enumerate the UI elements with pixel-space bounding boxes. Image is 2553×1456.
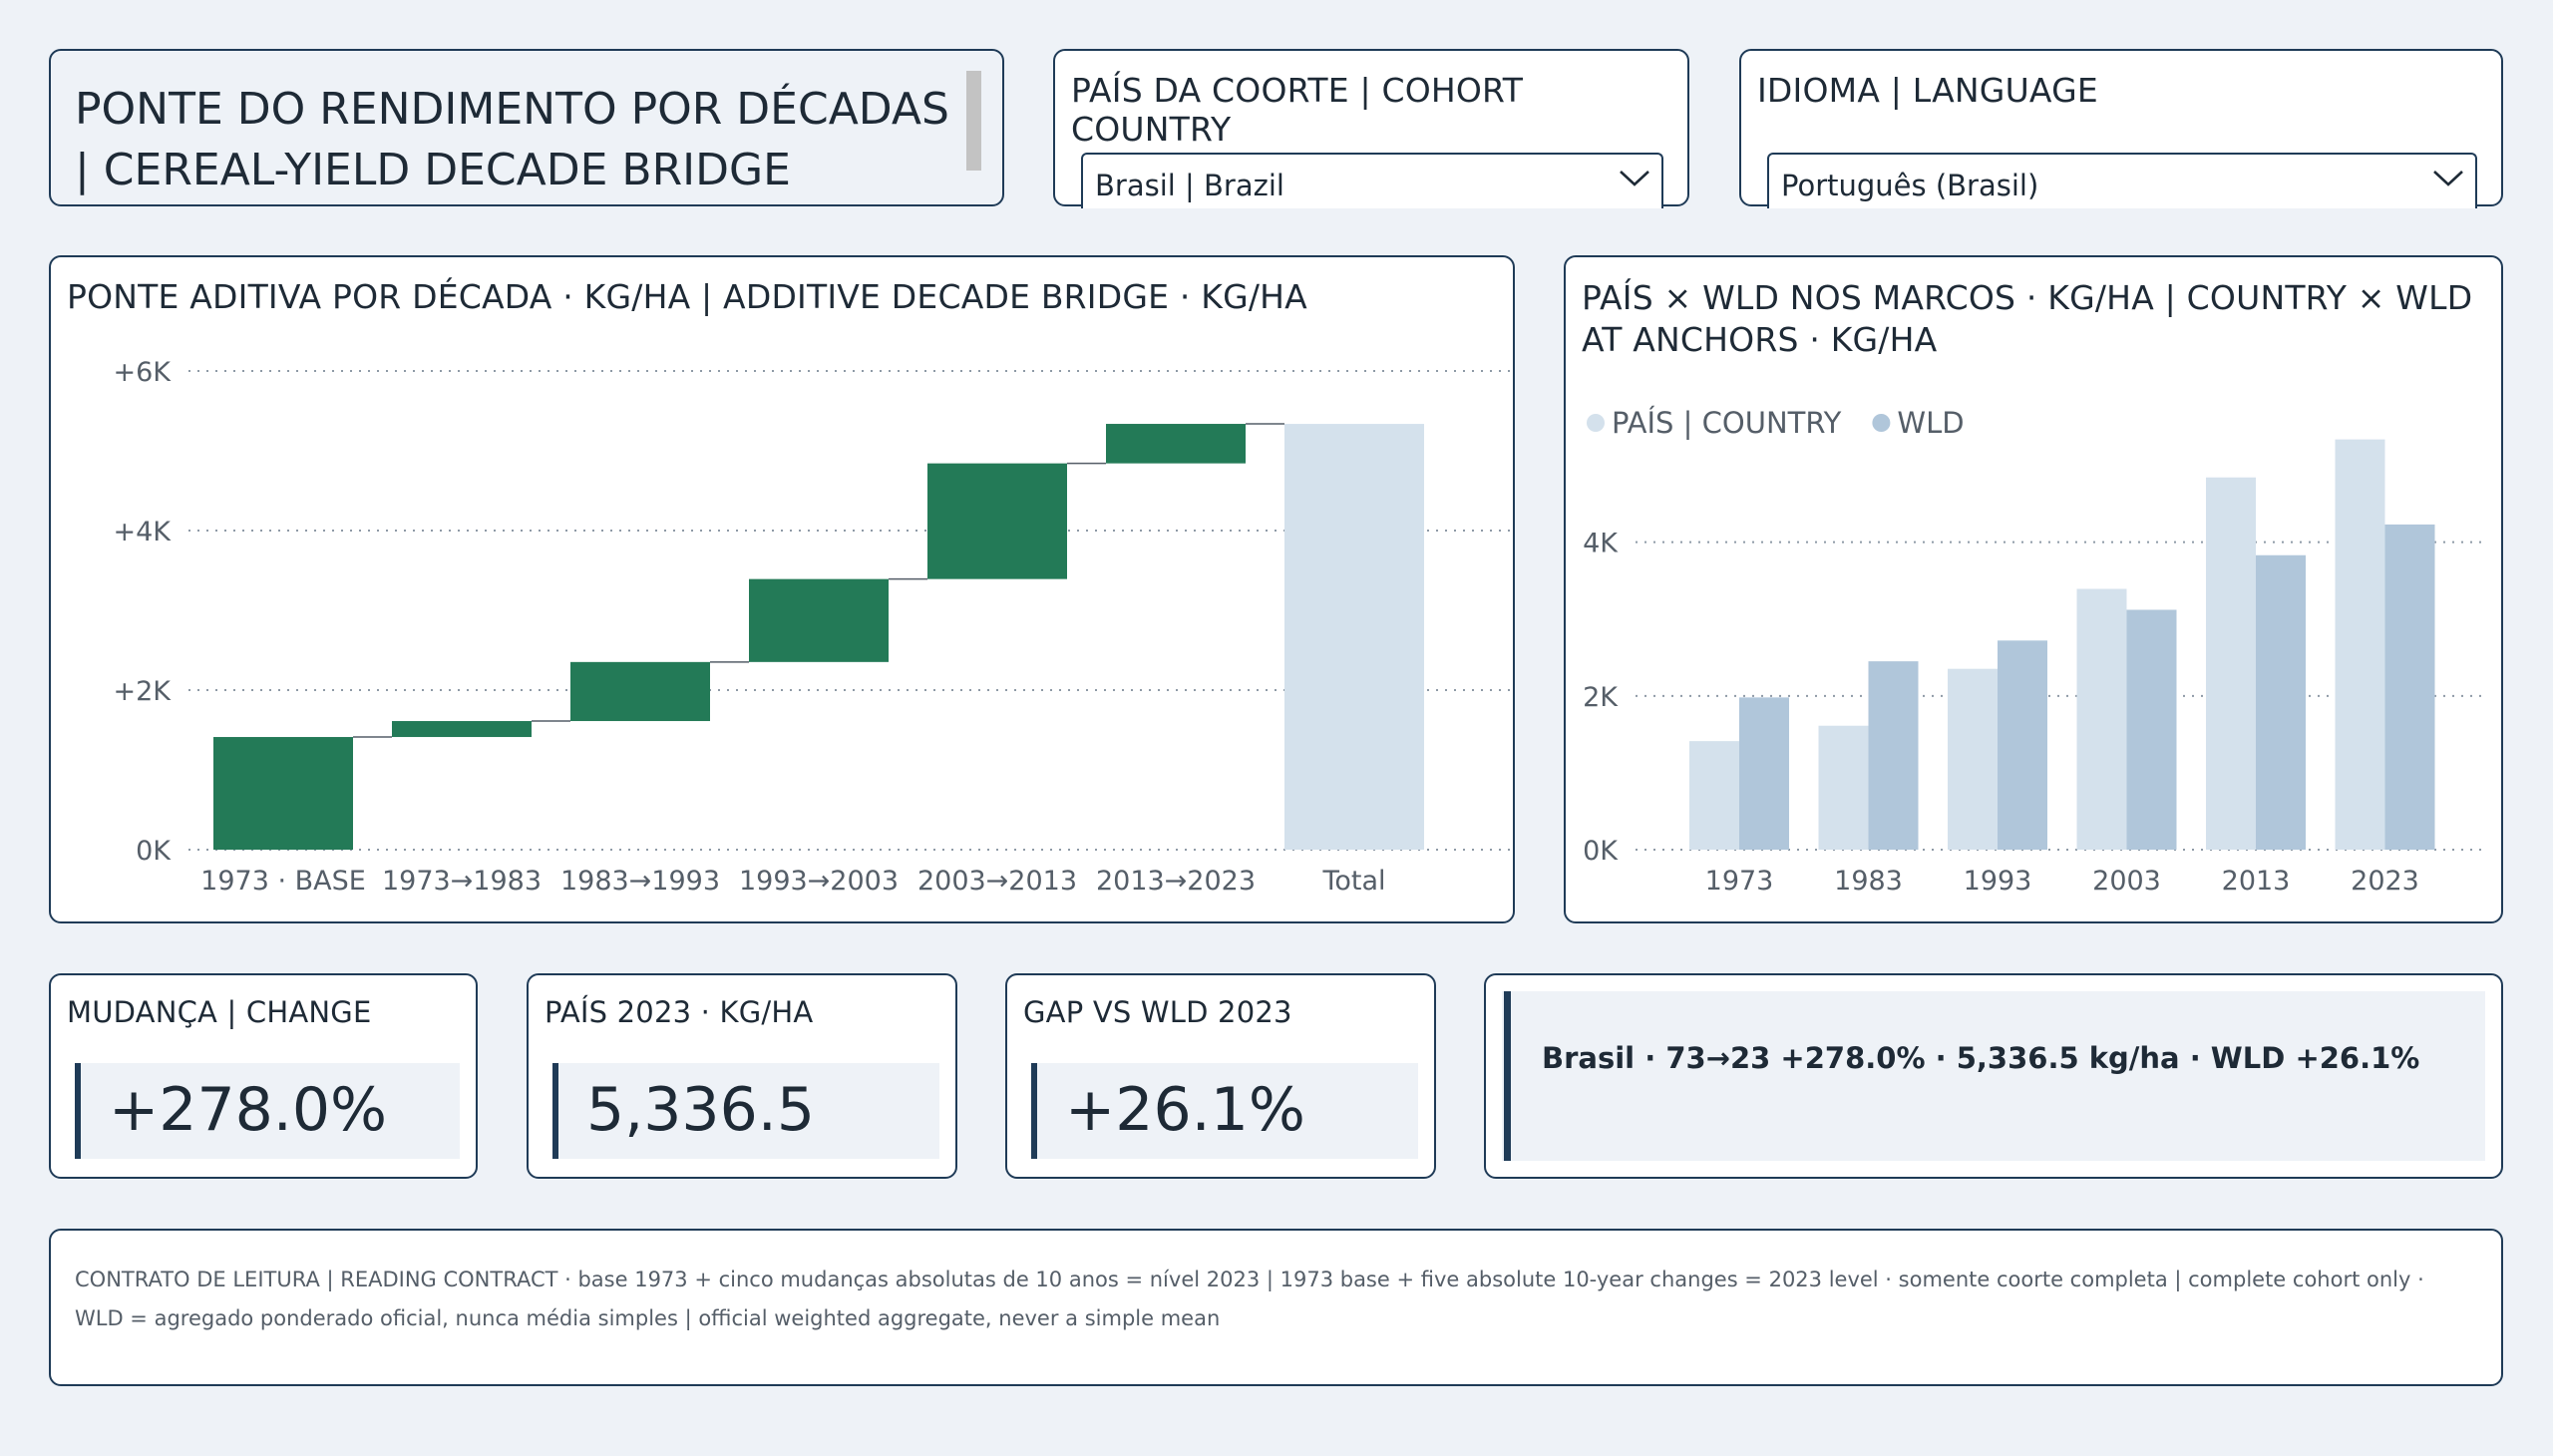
increase-bar [1106,424,1246,464]
increase-bar [392,721,532,738]
language-dropdown[interactable]: Português (Brasil) [1767,153,2477,208]
y-tick-label: 2K [1583,682,1619,713]
kpi-change-box: +278.0% [75,1063,460,1159]
kpi-country-2023-card: PAÍS 2023 · KG/HA 5,336.5 [527,973,957,1179]
anchors-chart: 0K 2K 4K PAÍS | COUNTRY WLD 1973 1983 1993 2003 2… [1583,406,2483,897]
kpi-gap-value: +26.1% [1065,1075,1305,1145]
language-dropdown-value: Português (Brasil) [1781,169,2039,202]
kpi-gap-card: GAP VS WLD 2023 +26.1% [1005,973,1436,1179]
x-tick-label: 1973→1983 [382,866,542,897]
country-bar [1948,668,1998,850]
y-tick-label: 4K [1583,529,1619,559]
kpi-country-2023-box: 5,336.5 [552,1063,939,1159]
country-bar [2076,588,2127,850]
language-slicer: IDIOMA | LANGUAGE Português (Brasil) [1739,49,2503,208]
kpi-change-value: +278.0% [109,1075,388,1145]
y-tick-label: 0K [136,836,172,867]
increase-bar [570,661,710,722]
country-slicer-title: PAÍS DA COORTE | COHORT COUNTRY [1071,71,1524,149]
country-bar [2335,439,2385,850]
wld-bar [1868,661,1919,850]
decade-bridge-title: PONTE ADITIVA POR DÉCADA · KG/HA | ADDIT… [67,277,1307,316]
kpi-gap-box: +26.1% [1031,1063,1418,1159]
chevron-down-icon [1620,171,1649,186]
reading-contract-text: CONTRATO DE LEITURA | READING CONTRACT ·… [75,1268,2424,1330]
x-tick-label: 2003→2013 [917,866,1077,897]
x-tick-label: Total [1321,866,1385,897]
x-tick-label: 1993 [1964,866,2032,897]
legend-label: PAÍS | COUNTRY [1612,406,1842,440]
kpi-gap-label: GAP VS WLD 2023 [1023,995,1292,1029]
chevron-down-icon [2433,171,2463,186]
country-bar [1818,725,1869,850]
x-tick-label: 1983 [1834,866,1903,897]
legend-marker [1872,414,1891,432]
base-bar [213,737,353,850]
x-tick-label: 2023 [2351,866,2419,897]
country-bar [1689,741,1739,850]
x-tick-label: 1983→1993 [560,866,720,897]
kpi-country-2023-value: 5,336.5 [586,1075,816,1145]
increase-bar [927,463,1067,579]
wld-bar [2256,554,2306,850]
page-title: PONTE DO RENDIMENTO POR DÉCADAS | CEREAL… [75,84,949,195]
x-tick-label: 1973 · BASE [200,866,366,897]
x-tick-label: 2003 [2092,866,2161,897]
decade-bridge-chart: 0K +2K +4K +6K 1973 · BASE 1973→1983 1983→1993… [113,357,1513,897]
increase-bar [749,578,889,662]
anchors-title: PAÍS × WLD NOS MARCOS · KG/HA | COUNTRY … [1582,278,2473,359]
kpi-change-card: MUDANÇA | CHANGE +278.0% [49,973,478,1179]
summary-box [1502,991,2485,1161]
kpi-change-label: MUDANÇA | CHANGE [67,995,372,1029]
country-dropdown-value: Brasil | Brazil [1095,169,1284,202]
y-tick-label: +6K [113,357,172,388]
legend-marker [1587,414,1605,432]
wld-bar [1998,640,2047,850]
summary-accent-bar [1504,991,1511,1161]
summary-card: Brasil · 73→23 +278.0% · 5,336.5 kg/ha ·… [1484,973,2503,1179]
country-bar [2206,477,2256,850]
x-tick-label: 2013→2023 [1096,866,1256,897]
wld-bar [2126,609,2177,850]
country-dropdown[interactable]: Brasil | Brazil [1081,153,1663,208]
country-slicer: PAÍS DA COORTE | COHORT COUNTRY Brasil |… [1053,49,1689,208]
y-tick-label: +2K [113,676,172,707]
x-tick-label: 1993→2003 [739,866,899,897]
y-tick-label: +4K [113,517,172,547]
wld-bar [2384,524,2435,850]
kpi-country-2023-label: PAÍS 2023 · KG/HA [545,995,814,1029]
x-tick-label: 2013 [2222,866,2291,897]
anchors-panel: PAÍS × WLD NOS MARCOS · KG/HA | COUNTRY … [1564,255,2503,923]
legend-label: WLD [1897,406,1964,440]
reading-contract-card: CONTRATO DE LEITURA | READING CONTRACT ·… [49,1229,2503,1386]
title-card: PONTE DO RENDIMENTO POR DÉCADAS | CEREAL… [49,49,1004,206]
total-bar [1284,424,1424,850]
title-scrollbar[interactable] [966,71,981,171]
decade-bridge-panel: PONTE ADITIVA POR DÉCADA · KG/HA | ADDIT… [49,255,1515,923]
y-tick-label: 0K [1583,836,1619,867]
x-tick-label: 1973 [1705,866,1774,897]
language-slicer-title: IDIOMA | LANGUAGE [1757,71,2098,110]
wld-bar [1739,697,1789,850]
summary-text: Brasil · 73→23 +278.0% · 5,336.5 kg/ha ·… [1542,1041,2420,1075]
